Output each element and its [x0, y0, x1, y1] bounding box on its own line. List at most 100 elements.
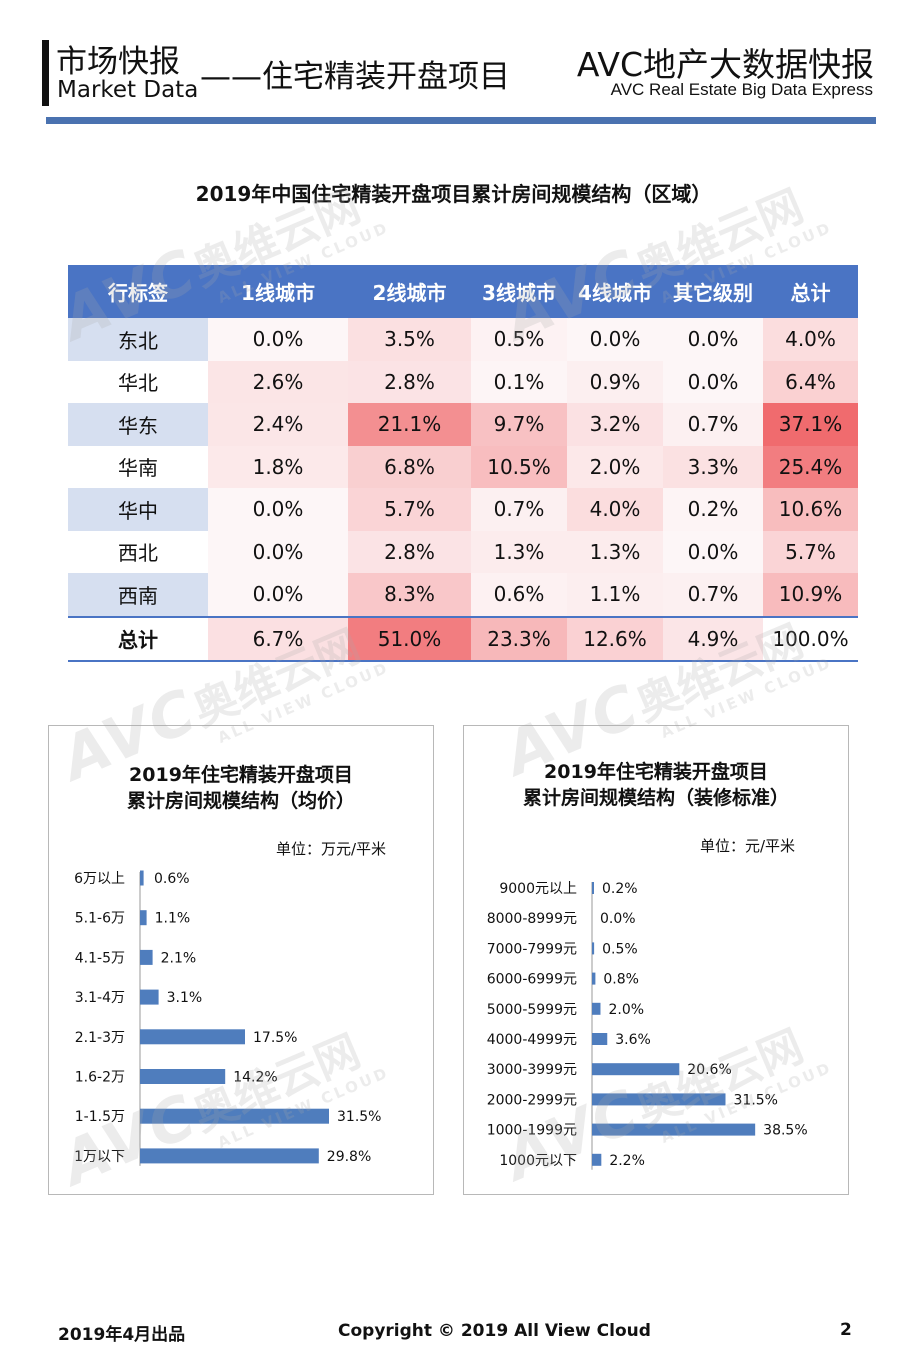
- brand-title-en: AVC Real Estate Big Data Express: [610, 80, 873, 99]
- heat-cell: 0.5%: [471, 318, 567, 361]
- price-bar-chart: 6万以上 0.6% 5.1-6万 1.1% 4.1-5万 2.1% 3.1-4万 3.1% 2.…: [74, 870, 381, 1166]
- heat-cell: 0.0%: [663, 360, 763, 403]
- heat-cell: 5.7%: [763, 530, 858, 573]
- heat-cell: 1.1%: [567, 573, 663, 617]
- row-label: 西南: [68, 573, 208, 617]
- column-header: 总计: [763, 265, 858, 318]
- heat-cell: 6.8%: [348, 445, 471, 488]
- footer-page-number: 2: [840, 1320, 852, 1340]
- bar: [140, 1108, 329, 1124]
- heat-cell: 0.0%: [208, 488, 348, 531]
- column-header: 2线城市: [348, 265, 471, 318]
- category-tick-label: 6万以上: [74, 871, 125, 887]
- heat-cell: 1.3%: [471, 530, 567, 573]
- bar: [592, 1033, 608, 1045]
- heat-cell: 0.0%: [567, 318, 663, 361]
- price-chart-title-line1: 2019年住宅精装开盘项目: [129, 764, 353, 786]
- heat-cell: 0.9%: [567, 360, 663, 403]
- category-tick-label: 1000-1999元: [487, 1123, 577, 1139]
- row-label: 华中: [68, 488, 208, 531]
- header-title-en: Market Data: [57, 77, 199, 103]
- bar: [592, 1093, 726, 1106]
- heat-cell: 10.6%: [763, 488, 858, 531]
- footer-copyright: Copyright © 2019 All View Cloud: [338, 1321, 651, 1341]
- heat-cell: 10.9%: [763, 573, 858, 617]
- heat-cell: 2.0%: [567, 445, 663, 488]
- heat-cell: 3.5%: [348, 318, 471, 361]
- data-label: 0.8%: [603, 972, 639, 988]
- heat-cell: 25.4%: [763, 445, 858, 488]
- heat-cell: 6.7%: [208, 615, 348, 662]
- decoration-chart-title-line1: 2019年住宅精装开盘项目: [544, 761, 768, 783]
- price-chart-unit: 单位：万元/平米: [276, 840, 387, 858]
- heat-cell: 6.4%: [763, 360, 858, 403]
- data-label: 20.6%: [687, 1062, 731, 1078]
- row-label: 西北: [68, 530, 208, 573]
- category-tick-label: 5000-5999元: [487, 1002, 577, 1018]
- heat-cell: 2.8%: [348, 530, 471, 573]
- table-row: 东北 0.0% 3.5% 0.5% 0.0% 0.0% 4.0%: [68, 318, 858, 361]
- heat-cell: 3.2%: [567, 403, 663, 446]
- row-label: 总计: [68, 615, 208, 662]
- table-row: 西北 0.0% 2.8% 1.3% 1.3% 0.0% 5.7%: [68, 530, 858, 573]
- heat-cell: 0.0%: [663, 318, 763, 361]
- category-tick-label: 2000-2999元: [487, 1092, 577, 1108]
- column-header: 其它级别: [663, 265, 763, 318]
- row-label: 东北: [68, 318, 208, 361]
- header-rule: [46, 117, 876, 124]
- column-header: 行标签: [68, 265, 208, 318]
- column-header: 4线城市: [567, 265, 663, 318]
- heat-cell: 4.0%: [567, 488, 663, 531]
- heat-cell: 0.7%: [663, 573, 763, 617]
- heat-cell: 4.9%: [663, 615, 763, 662]
- data-label: 29.8%: [327, 1149, 371, 1165]
- table-total-row: 总计 6.7% 51.0% 23.3% 12.6% 4.9% 100.0%: [68, 615, 858, 662]
- category-tick-label: 3000-3999元: [487, 1062, 577, 1078]
- header-title-cn: 市场快报: [56, 44, 180, 80]
- heat-cell: 10.5%: [471, 445, 567, 488]
- heat-cell: 0.0%: [208, 318, 348, 361]
- price-chart-title-line2: 累计房间规模结构（均价）: [126, 790, 355, 812]
- bar: [592, 1153, 602, 1166]
- data-label: 2.0%: [608, 1002, 644, 1018]
- row-label: 华北: [68, 360, 208, 403]
- heat-cell: 0.7%: [663, 403, 763, 446]
- heat-cell: 1.8%: [208, 445, 348, 488]
- bar: [592, 1002, 601, 1015]
- table-row: 华东 2.4% 21.1% 9.7% 3.2% 0.7% 37.1%: [68, 403, 858, 446]
- bar: [592, 1063, 680, 1076]
- heat-cell: 0.7%: [471, 488, 567, 531]
- bar: [140, 949, 153, 965]
- data-label: 1.1%: [155, 911, 191, 927]
- heat-cell: 3.3%: [663, 445, 763, 488]
- category-tick-label: 5.1-6万: [75, 911, 125, 927]
- region-heat-table: 行标签 1线城市 2线城市 3线城市 4线城市 其它级别 总计 东北 0.0% 3.5% 0.5%…: [68, 265, 858, 662]
- heat-cell: 51.0%: [348, 615, 471, 662]
- heat-cell: 100.0%: [763, 615, 858, 662]
- heat-cell: 2.4%: [208, 403, 348, 446]
- category-tick-label: 4000-4999元: [487, 1032, 577, 1048]
- heat-cell: 12.6%: [567, 615, 663, 662]
- data-label: 2.2%: [609, 1153, 645, 1169]
- bar: [592, 1123, 756, 1136]
- data-label: 0.5%: [602, 941, 638, 957]
- brand-title-cn: AVC地产大数据快报: [576, 45, 874, 84]
- heat-cell: 2.8%: [348, 360, 471, 403]
- data-label: 3.6%: [615, 1032, 651, 1048]
- data-label: 31.5%: [734, 1092, 778, 1108]
- row-label: 华东: [68, 403, 208, 446]
- category-tick-label: 9000元以上: [499, 881, 577, 897]
- heat-cell: 37.1%: [763, 403, 858, 446]
- heat-cell: 8.3%: [348, 573, 471, 617]
- heat-cell: 0.2%: [663, 488, 763, 531]
- bar: [592, 882, 594, 894]
- category-tick-label: 7000-7999元: [487, 941, 577, 957]
- heat-cell: 0.6%: [471, 573, 567, 617]
- data-label: 2.1%: [161, 950, 197, 966]
- data-label: 14.2%: [233, 1070, 277, 1086]
- table-title: 2019年中国住宅精装开盘项目累计房间规模结构（区域）: [195, 182, 712, 206]
- decoration-bar-chart: 9000元以上 0.2% 8000-8999元 0.0% 7000-7999元 0.5% 6…: [487, 881, 808, 1170]
- footer-date: 2019年4月出品: [58, 1325, 186, 1345]
- bar: [140, 1148, 319, 1164]
- header-accent-bar: [42, 40, 49, 106]
